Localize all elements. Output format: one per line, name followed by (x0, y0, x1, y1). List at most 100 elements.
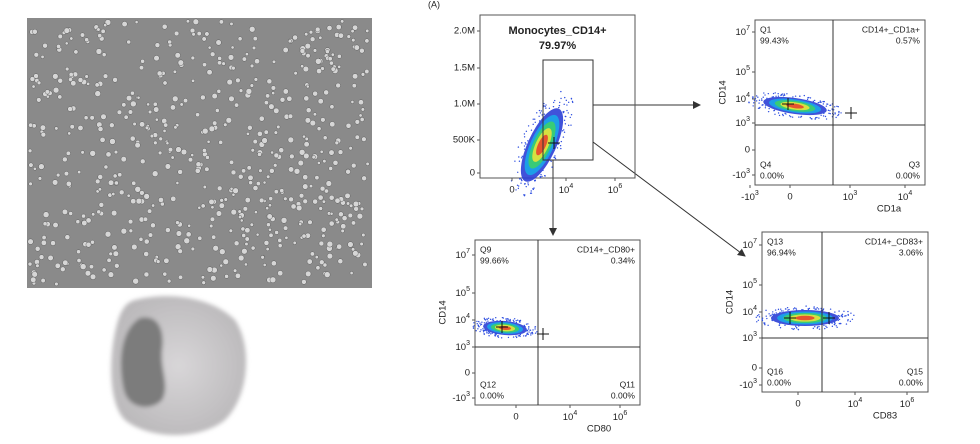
cell (212, 120, 218, 126)
event (805, 305, 807, 307)
event (495, 317, 497, 319)
tick-exp: 3 (466, 340, 470, 347)
event (778, 324, 781, 326)
cell (358, 113, 363, 118)
event (847, 320, 849, 322)
cell (126, 193, 131, 198)
cell (360, 107, 365, 112)
cell (273, 107, 280, 114)
cell (297, 159, 304, 167)
cell (304, 117, 311, 124)
event (766, 317, 768, 320)
event (769, 315, 771, 317)
event (506, 318, 508, 320)
cell (361, 232, 366, 238)
cell (206, 69, 213, 76)
tick-base: 10 (743, 307, 754, 318)
cell (121, 21, 128, 28)
cell (265, 93, 271, 99)
cell (252, 185, 259, 191)
cell (64, 234, 71, 240)
event (795, 307, 797, 310)
quadrant-name: Q15 (907, 366, 923, 376)
quadrant-percent: 99.66% (480, 255, 509, 265)
event (758, 314, 760, 316)
event (822, 103, 825, 105)
cell (280, 217, 288, 224)
tick-base: 10 (456, 250, 467, 261)
event (517, 335, 519, 337)
cell (140, 59, 145, 64)
cell (126, 39, 131, 45)
tick-label: 2.0M (454, 26, 475, 37)
event (533, 187, 535, 189)
cell (321, 199, 326, 204)
cell (283, 196, 288, 201)
event (838, 310, 840, 312)
event (482, 331, 485, 333)
cell (140, 158, 146, 165)
cell (83, 115, 89, 121)
cell (241, 248, 248, 255)
cell (301, 279, 307, 285)
cell (332, 159, 339, 166)
tick-label: -103 (732, 168, 750, 181)
event (476, 323, 478, 325)
event (534, 179, 537, 182)
cell (255, 232, 260, 237)
cell (204, 31, 210, 37)
cell (180, 148, 188, 156)
arrow (592, 141, 746, 257)
cell (139, 190, 145, 196)
event (497, 334, 499, 337)
cell (327, 56, 333, 62)
y-axis-label: CD14 (725, 290, 736, 314)
cell (62, 259, 69, 266)
event (822, 100, 824, 103)
tick-exp: 3 (746, 116, 750, 123)
quadrant-name: CD14+_CD1a+ (862, 24, 920, 34)
event (519, 319, 522, 322)
tick-label: 104 (898, 190, 913, 203)
event (839, 322, 841, 325)
event (845, 323, 848, 325)
cell (283, 225, 289, 231)
cell (315, 26, 321, 33)
cell (208, 125, 216, 133)
event (548, 107, 551, 110)
cell (362, 261, 368, 267)
cell (32, 28, 38, 35)
tick-label: 103 (736, 116, 751, 129)
cell (240, 226, 246, 232)
event (530, 332, 532, 334)
event (795, 309, 798, 311)
cell (36, 97, 42, 103)
cell (211, 234, 217, 240)
event (476, 320, 478, 323)
event (527, 140, 529, 142)
cell (271, 260, 277, 267)
cell (89, 115, 95, 121)
event (531, 331, 533, 334)
cell (172, 69, 177, 74)
tick-exp: 6 (618, 183, 622, 190)
event (802, 309, 804, 311)
tick-label: 104 (559, 183, 574, 196)
event (799, 95, 801, 97)
event (523, 136, 526, 138)
event (538, 120, 541, 122)
event (532, 123, 534, 126)
cell (153, 55, 160, 62)
cell (226, 78, 233, 86)
event (807, 308, 809, 310)
cell (338, 211, 344, 218)
cell (54, 126, 59, 131)
quadrant-name: CD14+_CD80+ (577, 244, 635, 254)
event (837, 314, 840, 317)
cell (206, 139, 211, 144)
tick-base: 10 (456, 288, 467, 299)
cell (361, 136, 367, 142)
cell (254, 58, 260, 65)
cell (268, 203, 272, 208)
cell (242, 206, 248, 212)
